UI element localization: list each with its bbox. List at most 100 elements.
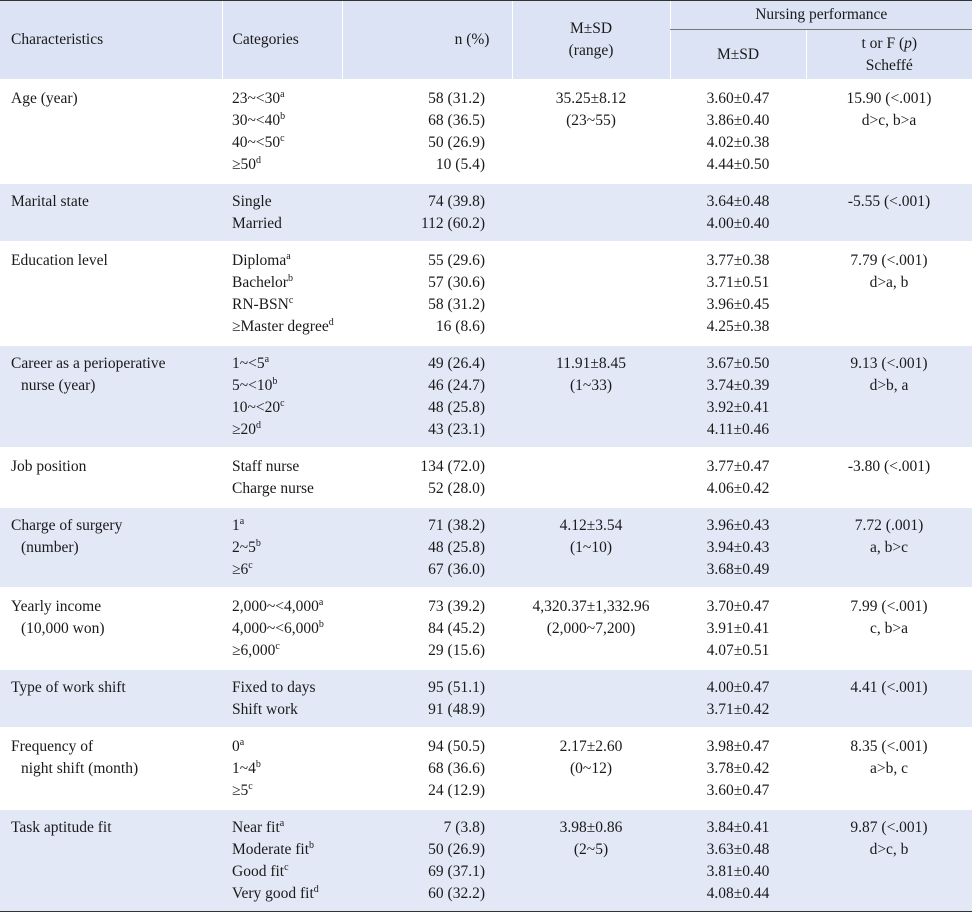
table-row: Charge of surgery (number) 1a 2~5b ≥6c 71 (38… xyxy=(0,506,973,588)
test-value: d>c, b xyxy=(869,841,909,858)
test-value: 4.41 (<.001) xyxy=(850,679,928,696)
category-group-marker: a xyxy=(286,251,291,262)
characteristic-label: Task aptitude fit xyxy=(11,819,112,836)
table-row: Age (year) 23~<30a 30~<40b 40~<50c ≥50d 58 (3… xyxy=(0,79,973,183)
n-pct-value: 112 (60.2) xyxy=(421,215,485,232)
np-msd-value: 3.60±0.47 xyxy=(706,782,770,799)
test-cell: 9.87 (<.001) d>c, b xyxy=(806,808,973,912)
characteristic-cell: Career as a perioperative nurse (year) xyxy=(0,344,222,448)
category-group-marker: a xyxy=(280,89,285,100)
table-row: Frequency of night shift (month) 0a 1~4b ≥5c… xyxy=(0,727,973,809)
category-label: Fixed to days xyxy=(232,677,342,699)
category-text: Very good fit xyxy=(232,885,314,902)
category-label: 2~5b xyxy=(232,537,342,559)
header-categories: Categories xyxy=(221,0,342,81)
msd-range-cell: 4.12±3.54 (1~10) xyxy=(512,506,670,588)
n-pct-cell: 73 (39.2) 84 (45.2) 29 (15.6) xyxy=(342,587,512,669)
header-p-italic: p xyxy=(904,34,912,52)
category-text: 1~4 xyxy=(232,760,256,777)
np-msd-cell: 3.70±0.47 3.91±0.41 4.07±0.51 xyxy=(670,587,806,669)
np-msd-value: 4.25±0.38 xyxy=(706,318,770,335)
header-scheffe: Scheffé xyxy=(865,56,913,74)
characteristic-label: Type of work shift xyxy=(11,679,126,696)
test-cell: 7.72 (.001) a, b>c xyxy=(806,506,973,588)
header-msd-range: M±SD (range) xyxy=(511,0,670,81)
category-text: Bachelor xyxy=(232,274,288,291)
characteristic-label: Charge of surgery xyxy=(11,517,123,534)
np-msd-value: 4.44±0.50 xyxy=(706,156,770,173)
characteristic-label: Age (year) xyxy=(11,90,78,107)
np-msd-cell: 3.77±0.47 4.06±0.42 xyxy=(670,447,806,507)
characteristic-cell: Yearly income (10,000 won) xyxy=(0,587,222,669)
category-group-marker: b xyxy=(318,619,324,630)
n-pct-value: 55 (29.6) xyxy=(428,252,485,269)
msd-range-value: 3.98±0.86 xyxy=(559,819,623,836)
category-text: 0 xyxy=(232,738,240,755)
np-msd-value: 3.94±0.43 xyxy=(706,539,770,556)
np-msd-value: 3.71±0.51 xyxy=(706,274,770,291)
np-msd-value: 3.96±0.43 xyxy=(706,517,770,534)
test-cell: 15.90 (<.001) d>c, b>a xyxy=(806,79,973,183)
category-group-marker: d xyxy=(328,317,334,328)
n-pct-cell: 74 (39.8) 112 (60.2) xyxy=(342,182,512,242)
test-value: -3.80 (<.001) xyxy=(847,458,931,475)
category-group-marker: b xyxy=(255,538,261,549)
category-text: ≥6,000 xyxy=(232,642,276,659)
test-value: 7.99 (<.001) xyxy=(850,598,928,615)
np-msd-value: 4.00±0.47 xyxy=(706,679,770,696)
np-msd-value: 3.98±0.47 xyxy=(706,738,770,755)
category-group-marker: d xyxy=(313,884,319,895)
category-group-marker: a xyxy=(318,597,324,608)
np-msd-value: 3.77±0.38 xyxy=(706,252,770,269)
msd-range-value: (1~33) xyxy=(570,377,612,394)
test-value: d>c, b>a xyxy=(861,112,917,129)
category-label: 5~<10b xyxy=(232,375,342,397)
msd-range-value: (2,000~7,200) xyxy=(546,620,636,637)
category-group-marker: d xyxy=(256,155,262,166)
categories-cell: 1~<5a 5~<10b 10~<20c ≥20d xyxy=(222,344,342,448)
category-label: Shift work xyxy=(232,699,342,721)
test-value: 15.90 (<.001) xyxy=(846,90,932,107)
header-test: t or F (p) Scheffé xyxy=(805,29,973,81)
header-t-or-f-prefix: t or F ( xyxy=(861,34,905,52)
n-pct-value: 48 (25.8) xyxy=(428,399,485,416)
np-msd-value: 4.02±0.38 xyxy=(706,134,770,151)
np-msd-cell: 3.84±0.41 3.63±0.48 3.81±0.40 4.08±0.44 xyxy=(670,808,806,912)
category-text: Fixed to days xyxy=(232,679,316,696)
characteristic-label: Marital state xyxy=(11,193,89,210)
category-text: ≥50 xyxy=(232,156,257,173)
n-pct-value: 52 (28.0) xyxy=(428,480,485,497)
np-msd-cell: 4.00±0.47 3.71±0.42 xyxy=(670,668,806,728)
test-cell: -3.80 (<.001) xyxy=(806,447,973,507)
category-label: ≥6c xyxy=(232,559,342,581)
np-msd-value: 3.96±0.45 xyxy=(706,296,770,313)
msd-range-value: (2~5) xyxy=(573,841,609,858)
msd-range-cell: 4,320.37±1,332.96 (2,000~7,200) xyxy=(512,587,670,669)
categories-cell: 23~<30a 30~<40b 40~<50c ≥50d xyxy=(222,79,342,183)
category-text: Married xyxy=(232,215,282,232)
msd-range-cell: 11.91±8.45 (1~33) xyxy=(512,344,670,448)
category-label: 30~<40b xyxy=(232,110,342,132)
characteristic-cell: Task aptitude fit xyxy=(0,808,222,912)
category-label: 0a xyxy=(232,736,342,758)
np-msd-value: 4.08±0.44 xyxy=(706,885,770,902)
categories-cell: 0a 1~4b ≥5c xyxy=(222,727,342,809)
np-msd-cell: 3.96±0.43 3.94±0.43 3.68±0.49 xyxy=(670,506,806,588)
np-msd-value: 3.92±0.41 xyxy=(706,399,770,416)
np-msd-value: 3.71±0.42 xyxy=(706,701,770,718)
n-pct-cell: 71 (38.2) 48 (25.8) 67 (36.0) xyxy=(342,506,512,588)
characteristic-label: nurse (year) xyxy=(21,377,96,394)
category-label: RN-BSNc xyxy=(232,294,342,316)
characteristic-label: (number) xyxy=(21,539,79,556)
np-msd-value: 3.74±0.39 xyxy=(706,377,770,394)
category-label: 4,000~<6,000b xyxy=(232,618,342,640)
category-group-marker: c xyxy=(280,398,285,409)
table-row: Yearly income (10,000 won) 2,000~<4,000a 4,… xyxy=(0,587,973,669)
test-cell: 7.99 (<.001) c, b>a xyxy=(806,587,973,669)
n-pct-value: 134 (72.0) xyxy=(420,458,485,475)
category-label: Married xyxy=(232,213,342,235)
test-value: 8.35 (<.001) xyxy=(850,738,928,755)
test-value: 9.87 (<.001) xyxy=(850,819,928,836)
category-label: ≥5c xyxy=(232,780,342,802)
